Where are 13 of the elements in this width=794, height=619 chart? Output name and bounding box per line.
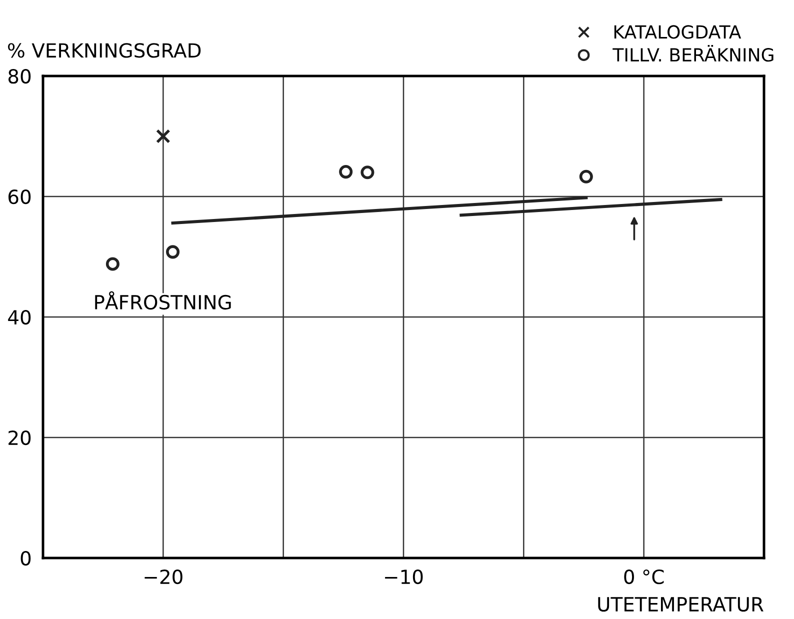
y-tick-label: 80 bbox=[8, 68, 31, 84]
y-tick-label: 0 bbox=[20, 550, 31, 566]
x-tick-label: −10 bbox=[385, 569, 423, 584]
y-tick-label: 20 bbox=[8, 430, 31, 446]
legend-label: KATALOGDATA bbox=[614, 25, 742, 39]
x-tick-label: 0 °C bbox=[624, 569, 664, 584]
y-axis-title: % VERKNINGSGRAD bbox=[8, 43, 201, 58]
x-axis-title: UTETEMPERATUR bbox=[598, 597, 764, 612]
annotation: PÅFROSTNING bbox=[95, 291, 231, 310]
x-tick-label: −20 bbox=[144, 569, 182, 584]
y-tick-label: 40 bbox=[8, 310, 31, 325]
legend-label: TILLV. BERÄKNING bbox=[612, 44, 774, 62]
y-tick-label: 60 bbox=[8, 189, 31, 204]
